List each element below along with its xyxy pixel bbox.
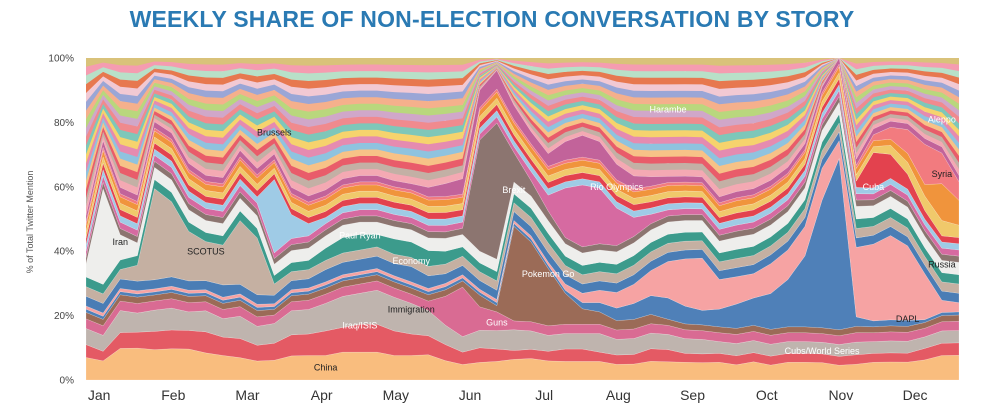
x-axis: Jan Feb Mar Apr May Jun Jul Aug Sep Oct Nov Dec (88, 387, 928, 403)
series-annotations: China Iraq/ISIS Immigration Economy Paul Rya… (112, 105, 955, 373)
annotation-iran: Iran (112, 237, 128, 247)
annotation-immigration: Immigration (388, 304, 435, 314)
annotation-russia: Russia (928, 259, 956, 269)
x-tick-label: May (383, 387, 409, 403)
x-tick-label: Jun (459, 387, 482, 403)
annotation-china: China (314, 362, 338, 372)
y-tick-label: 20% (54, 311, 74, 322)
area-syria (86, 72, 959, 239)
other-topic-band (86, 58, 959, 85)
other-topic-band (86, 58, 959, 94)
area-pokemon-go (86, 225, 959, 336)
y-tick-label: 40% (54, 247, 74, 258)
x-tick-label: Oct (756, 387, 778, 403)
other-topic-band (86, 58, 959, 120)
x-tick-label: Sep (680, 387, 705, 403)
y-tick-label: 60% (54, 182, 74, 193)
annotation-dapl: DAPL (896, 314, 920, 324)
area-series-layer (86, 58, 959, 380)
annotation-iraq-isis: Iraq/ISIS (342, 320, 377, 330)
x-tick-label: Apr (311, 387, 333, 403)
annotation-syria: Syria (932, 169, 953, 179)
annotation-guns: Guns (486, 317, 508, 327)
area-china (86, 347, 959, 380)
other-topic-band (86, 58, 959, 102)
area-cubs-world-series (86, 158, 959, 331)
x-tick-label: Aug (606, 387, 631, 403)
y-tick-label: 100% (48, 54, 74, 65)
background-topic-bands (86, 58, 959, 216)
annotation-cubs-world-series: Cubs/World Series (785, 346, 860, 356)
annotation-brussels: Brussels (257, 127, 292, 137)
area-rio-olympics (86, 89, 959, 259)
annotation-paul-ryan: Paul Ryan (339, 230, 381, 240)
annotation-cuba: Cuba (863, 182, 885, 192)
x-tick-label: Feb (161, 387, 185, 403)
area-harambe (86, 58, 959, 223)
annotation-rio-olympics: Rio Olympics (590, 182, 644, 192)
area-immigration (86, 289, 959, 357)
annotation-harambe: Harambe (649, 105, 686, 115)
area-economy (86, 131, 959, 314)
annotation-pokemon-go: Pokemon Go (522, 269, 575, 279)
other-topic-band (86, 58, 959, 111)
y-axis-label: % of Total Twitter Mention (25, 171, 35, 274)
x-tick-label: Nov (828, 387, 853, 403)
chart-title: WEEKLY SHARE OF NON-ELECTION CONVERSATIO… (129, 6, 855, 32)
annotation-brexit: Brexit (502, 185, 526, 195)
y-tick-label: 80% (54, 118, 74, 129)
area-paul-ryan (86, 113, 959, 295)
annotation-economy: Economy (392, 256, 430, 266)
y-tick-label: 0% (60, 376, 75, 387)
x-tick-label: Jan (88, 387, 111, 403)
annotation-aleppo: Aleppo (928, 114, 956, 124)
other-topic-band (86, 58, 959, 67)
y-axis: 0% 20% 40% 60% 80% 100% (48, 54, 74, 387)
annotation-scotus: SCOTUS (187, 246, 225, 256)
other-topic-band (86, 58, 959, 76)
x-tick-label: Jul (535, 387, 553, 403)
x-tick-label: Mar (235, 387, 259, 403)
x-tick-label: Dec (903, 387, 928, 403)
